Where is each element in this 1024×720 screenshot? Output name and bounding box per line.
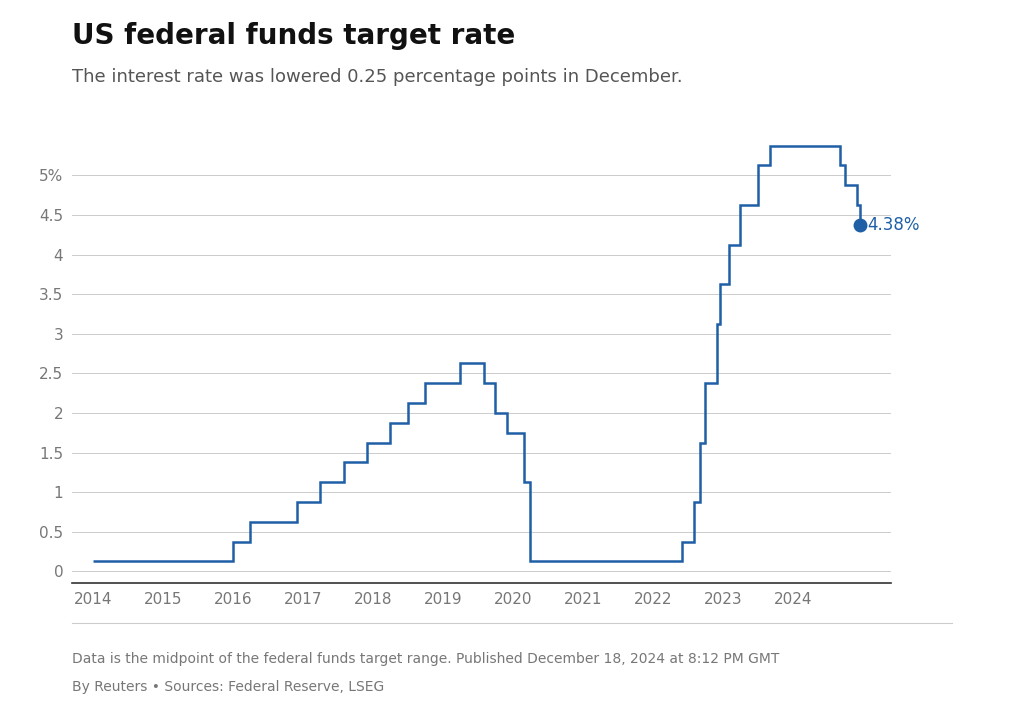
- Text: By Reuters • Sources: Federal Reserve, LSEG: By Reuters • Sources: Federal Reserve, L…: [72, 680, 384, 694]
- Text: US federal funds target rate: US federal funds target rate: [72, 22, 515, 50]
- Text: The interest rate was lowered 0.25 percentage points in December.: The interest rate was lowered 0.25 perce…: [72, 68, 682, 86]
- Text: 4.38%: 4.38%: [867, 216, 920, 234]
- Text: Data is the midpoint of the federal funds target range. Published December 18, 2: Data is the midpoint of the federal fund…: [72, 652, 779, 665]
